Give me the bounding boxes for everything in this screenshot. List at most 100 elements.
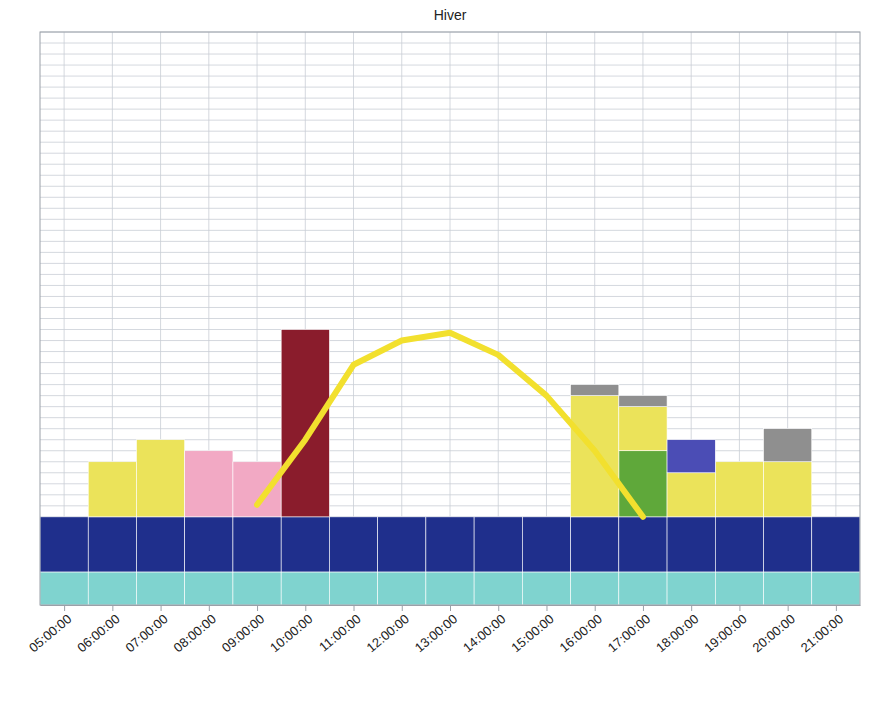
bar xyxy=(329,572,377,605)
bar xyxy=(136,572,184,605)
x-axis: 05:00:0006:00:0007:00:0008:00:0009:00:00… xyxy=(26,605,861,655)
tick-label: 19:00:00 xyxy=(701,611,749,655)
tick-mark xyxy=(402,605,403,611)
tick-label: 06:00:00 xyxy=(74,611,122,655)
tick-label: 16:00:00 xyxy=(557,611,605,655)
bar xyxy=(426,572,474,605)
bar xyxy=(233,517,281,572)
tick-label: 05:00:00 xyxy=(26,611,74,655)
bar xyxy=(474,517,522,572)
tick-label: 15:00:00 xyxy=(508,611,556,655)
bar xyxy=(522,517,570,572)
tick-mark xyxy=(546,605,547,611)
tick-mark xyxy=(161,605,162,611)
tick: 11:00:00 xyxy=(316,605,364,655)
tick-label: 17:00:00 xyxy=(605,611,653,655)
tick-mark xyxy=(354,605,355,611)
bar xyxy=(571,385,619,396)
chart: 05:00:0006:00:0007:00:0008:00:0009:00:00… xyxy=(0,0,881,701)
tick-mark xyxy=(257,605,258,611)
bar xyxy=(185,572,233,605)
tick-mark xyxy=(691,605,692,611)
bar xyxy=(281,572,329,605)
bar xyxy=(329,517,377,572)
bar xyxy=(88,572,136,605)
tick: 18:00:00 xyxy=(653,605,701,655)
bar-series xyxy=(88,396,812,517)
plot-background xyxy=(40,32,860,605)
bar xyxy=(764,429,812,462)
plot-frame xyxy=(40,32,860,605)
bar xyxy=(619,572,667,605)
tick-mark xyxy=(64,605,65,611)
tick-label: 14:00:00 xyxy=(460,611,508,655)
bar xyxy=(715,572,763,605)
tick-mark xyxy=(836,605,837,611)
bar xyxy=(88,517,136,572)
bar xyxy=(185,451,233,517)
bar xyxy=(40,517,88,572)
bar xyxy=(233,572,281,605)
tick-mark xyxy=(739,605,740,611)
tick-mark xyxy=(643,605,644,611)
tick-label: 11:00:00 xyxy=(316,611,364,654)
tick-label: 12:00:00 xyxy=(364,611,412,655)
bar xyxy=(571,517,619,572)
tick-mark xyxy=(498,605,499,611)
bar xyxy=(40,572,88,605)
bar xyxy=(764,517,812,572)
bar-series xyxy=(185,451,281,517)
tick: 14:00:00 xyxy=(460,605,508,655)
bar xyxy=(474,572,522,605)
tick-mark xyxy=(450,605,451,611)
tick-label: 07:00:00 xyxy=(122,611,170,655)
title: Hiver xyxy=(434,7,467,23)
bar xyxy=(812,517,860,572)
tick-label: 18:00:00 xyxy=(653,611,701,655)
bar xyxy=(812,572,860,605)
tick: 15:00:00 xyxy=(508,605,556,655)
tick: 17:00:00 xyxy=(605,605,653,655)
bar xyxy=(88,462,136,517)
bar-series xyxy=(619,451,667,517)
bar-series xyxy=(281,330,329,517)
tick: 21:00:00 xyxy=(798,605,846,655)
bar-series xyxy=(40,572,860,605)
tick-mark xyxy=(788,605,789,611)
bar xyxy=(571,396,619,517)
tick-mark xyxy=(595,605,596,611)
tick: 16:00:00 xyxy=(557,605,605,655)
bar xyxy=(136,517,184,572)
tick-mark xyxy=(209,605,210,611)
tick: 07:00:00 xyxy=(122,605,170,655)
bar xyxy=(764,572,812,605)
bar xyxy=(378,517,426,572)
bar xyxy=(667,517,715,572)
tick: 12:00:00 xyxy=(364,605,412,655)
tick-label: 09:00:00 xyxy=(219,611,267,655)
tick: 09:00:00 xyxy=(219,605,267,655)
bar-series xyxy=(667,440,715,473)
bar xyxy=(619,451,667,517)
tick: 10:00:00 xyxy=(267,605,315,655)
bar xyxy=(715,517,763,572)
marks xyxy=(40,330,860,605)
bar xyxy=(281,517,329,572)
tick-mark xyxy=(112,605,113,611)
tick-label: 20:00:00 xyxy=(749,611,797,655)
bar xyxy=(136,440,184,517)
bar xyxy=(426,517,474,572)
bar xyxy=(764,462,812,517)
tick: 19:00:00 xyxy=(701,605,749,655)
bar xyxy=(715,462,763,517)
bar-series xyxy=(571,385,812,462)
tick-label: 10:00:00 xyxy=(267,611,315,655)
bar xyxy=(281,330,329,517)
tick: 13:00:00 xyxy=(412,605,460,655)
bar xyxy=(522,572,570,605)
tick: 20:00:00 xyxy=(749,605,797,655)
bar xyxy=(619,396,667,407)
bar xyxy=(378,572,426,605)
line xyxy=(257,333,643,517)
bar xyxy=(233,462,281,517)
